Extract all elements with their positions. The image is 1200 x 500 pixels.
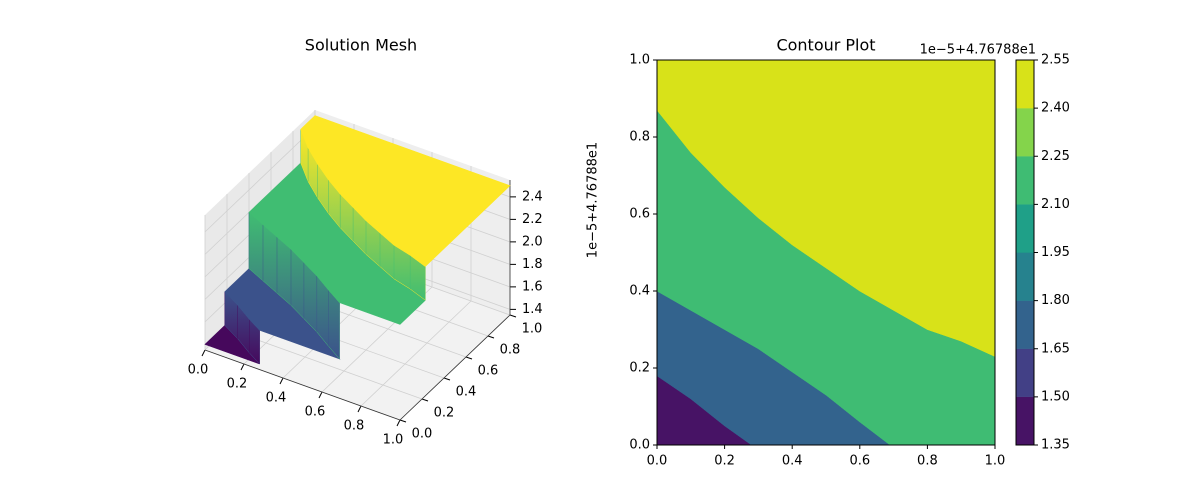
y-tick [421, 398, 429, 402]
colorbar-tick-label: 2.55 [1041, 53, 1070, 68]
colorbar-tick-label: 2.40 [1041, 101, 1070, 116]
colorbar-band [1015, 59, 1035, 109]
colorbar-band [1015, 348, 1035, 398]
contour-boundary [656, 109, 996, 357]
y-tick [509, 314, 517, 318]
z-tick-label: 2.0 [522, 234, 543, 249]
grid-line [204, 126, 316, 233]
contour-boundary [656, 290, 891, 446]
x-tick-label: 0.0 [647, 454, 668, 469]
colorbar-tick-label: 1.50 [1041, 389, 1070, 404]
y-tick [443, 377, 451, 381]
y-tick-label: 0.4 [629, 284, 650, 299]
terrace [300, 115, 511, 267]
plot-frame [656, 59, 996, 446]
z-tick-label: 1.8 [522, 257, 543, 272]
x-tick-label: 0.6 [849, 454, 870, 469]
contour-boundary [656, 375, 752, 446]
x-tick [396, 419, 401, 427]
y-tick [487, 335, 495, 339]
x-tick-label: 1.0 [383, 433, 404, 448]
y-tick-label: 0.8 [500, 343, 521, 358]
colorbar-tick-label: 2.10 [1041, 197, 1070, 212]
colorbar-band [1015, 396, 1035, 446]
x-tick [318, 391, 323, 399]
x-tick-label: 0.0 [188, 363, 209, 378]
y-tick-label: 1.0 [522, 322, 543, 337]
z-tick-label: 1.4 [522, 302, 543, 317]
y-tick-label: 0.2 [629, 361, 650, 376]
x-tick-label: 0.8 [344, 419, 365, 434]
x-tick-label: 0.2 [714, 454, 735, 469]
x-tick-label: 0.2 [227, 377, 248, 392]
chart-title: Solution Mesh [305, 36, 417, 55]
x-tick [279, 377, 284, 385]
y-tick-label: 0.6 [629, 207, 650, 222]
z-tick-label: 2.2 [522, 212, 543, 227]
z-offset-text: 1e−5+4.76788e1 [586, 142, 601, 258]
colorbar-tick-label: 1.80 [1041, 293, 1070, 308]
z-tick-label: 2.4 [522, 189, 543, 204]
z-tick-label: 1.6 [522, 279, 543, 294]
y-tick [399, 419, 407, 423]
x-tick-label: 0.4 [266, 391, 287, 406]
grid-line [360, 300, 472, 407]
colorbar-tick-label: 2.25 [1041, 149, 1070, 164]
colorbar-band [1015, 156, 1035, 205]
colorbar-tick-label: 1.65 [1041, 341, 1070, 356]
contour-plot: 0.0 0.2 0.4 0.6 0.8 1.0 0.0 0.2 0.4 0.6 0.8 1.0 1.35… [629, 53, 1070, 469]
colorbar-band [1015, 300, 1035, 349]
colorbar-tick-label: 1.95 [1041, 245, 1070, 260]
axis-line [399, 314, 511, 421]
y-tick-label: 0.0 [629, 438, 650, 453]
y-tick-label: 0.4 [456, 385, 477, 400]
colorbar-tick-label: 1.35 [1041, 438, 1070, 453]
axis-line [204, 349, 401, 421]
colorbar-offset-text: 1e−5+4.76788e1 [920, 43, 1036, 58]
x-tick [201, 349, 206, 357]
chart-title: Contour Plot [776, 36, 875, 55]
y-tick [465, 356, 473, 360]
x-tick-label: 0.8 [917, 454, 938, 469]
x-tick-label: 0.6 [305, 405, 326, 420]
y-tick-label: 1.0 [629, 53, 650, 68]
y-tick-label: 0.0 [412, 427, 433, 442]
colorbar-band [1015, 204, 1035, 253]
x-tick [240, 363, 245, 371]
colorbar-band [1015, 107, 1035, 157]
y-tick-label: 0.2 [434, 406, 455, 421]
surface-3d: 0.00.20.40.60.81.0 0.00.20.40.60.81.01.41… [188, 110, 543, 448]
x-tick-label: 0.4 [782, 454, 803, 469]
colorbar-band [1015, 252, 1035, 301]
x-tick [357, 405, 362, 413]
x-tick-label: 1.0 [985, 454, 1006, 469]
y-tick-label: 0.6 [478, 364, 499, 379]
y-tick-label: 0.8 [629, 130, 650, 145]
